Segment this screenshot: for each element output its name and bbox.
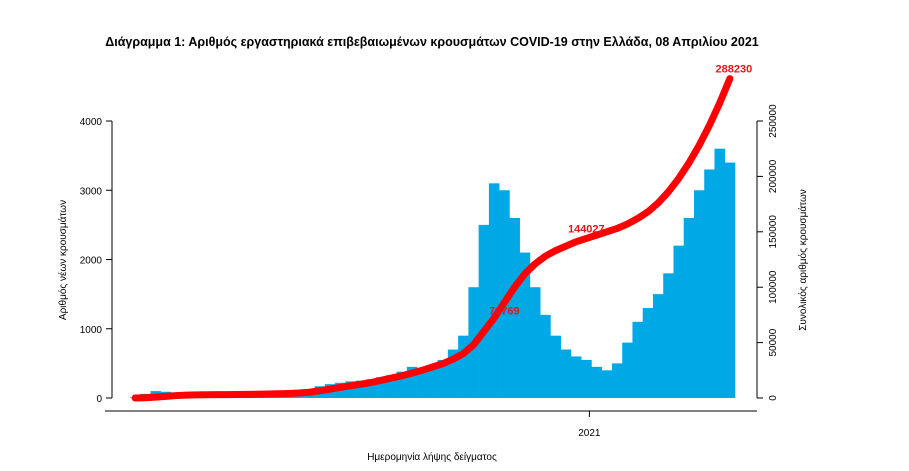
y2-tick-label: 150000 [768, 215, 779, 249]
y2-tick-label: 100000 [768, 270, 779, 304]
bar [447, 349, 459, 398]
bar [417, 370, 428, 398]
bar [714, 148, 726, 398]
cumulative-line [131, 75, 734, 402]
bar [540, 314, 551, 398]
bar [642, 307, 654, 398]
bar [509, 217, 520, 398]
bar [652, 294, 664, 398]
bar [560, 349, 572, 398]
bar [704, 169, 715, 398]
x-axis-label: Ημερομηνία λήψης δείγματος [367, 451, 497, 463]
bar [673, 245, 685, 398]
bar [427, 366, 438, 398]
bar [611, 363, 623, 398]
x-tick-label-2021: 2021 [578, 428, 601, 439]
bar [529, 287, 541, 398]
cumulative-annotation: 144027 [568, 223, 605, 235]
bar [663, 273, 674, 398]
y2-tick-label: 50000 [768, 328, 779, 356]
y-tick-label: 2000 [80, 256, 103, 267]
bar [519, 252, 531, 398]
bar [622, 342, 633, 398]
bar [406, 366, 418, 398]
cumulative-series-line [131, 75, 734, 402]
bar [396, 371, 408, 398]
bars [130, 148, 736, 398]
y2-tick-label: 200000 [768, 159, 779, 193]
bar [488, 183, 500, 398]
bar [386, 375, 397, 398]
y2-tick-label: 0 [768, 395, 779, 401]
bar [570, 356, 582, 398]
bar [693, 190, 705, 398]
bar [437, 359, 449, 398]
y-tick-label: 1000 [80, 325, 103, 336]
bar [683, 217, 695, 398]
chart-title: Διάγραμμα 1: Αριθμός εργαστηριακά επιβεβ… [105, 35, 759, 49]
bar [591, 366, 602, 398]
bar [601, 370, 613, 398]
y-tick-label: 4000 [80, 117, 103, 128]
bar [376, 377, 387, 398]
bar [499, 190, 510, 398]
bar [724, 162, 736, 398]
y2-axis-label: Συνολικός αριθμός κρουσμάτων [797, 189, 809, 331]
bar [458, 335, 469, 398]
cumulative-annotation: 288230 [716, 64, 753, 76]
bar [632, 321, 644, 398]
bar [365, 379, 377, 398]
y-tick-label: 0 [96, 394, 102, 405]
bar [345, 381, 356, 398]
cumulative-annotation: 70769 [489, 306, 520, 318]
y-tick-label: 3000 [80, 186, 103, 197]
bar [478, 224, 490, 398]
y-axis-label: Αριθμός νέων κρουσμάτων [57, 200, 69, 320]
bar [581, 359, 592, 398]
bar [550, 335, 561, 398]
bar [355, 380, 367, 398]
y2-tick-label: 250000 [768, 104, 779, 138]
